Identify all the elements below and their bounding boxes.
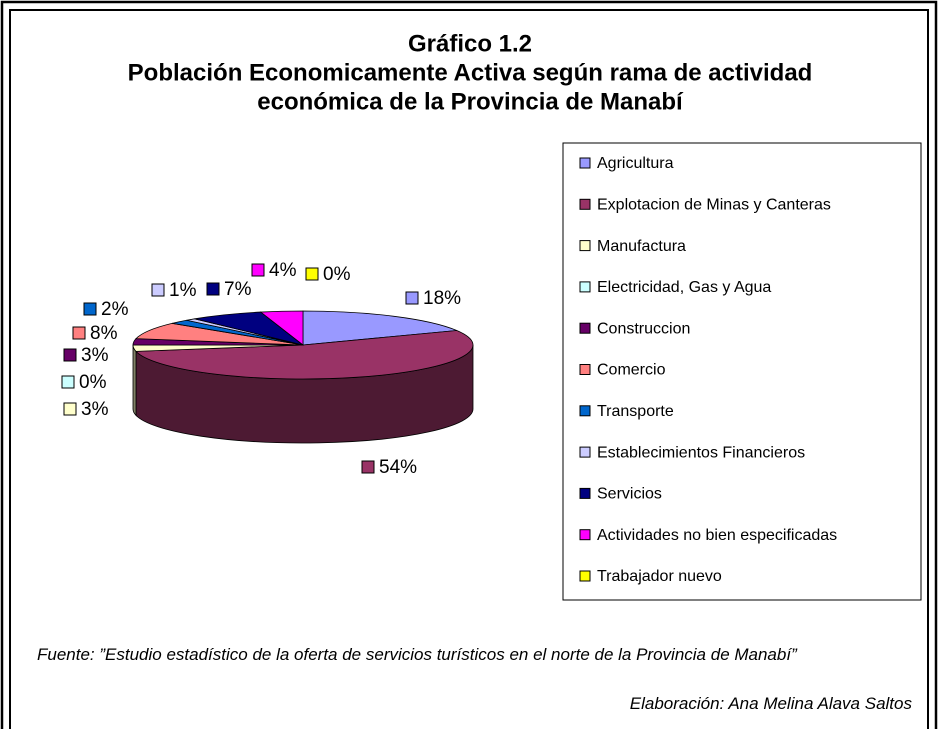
data-label-key — [72, 326, 86, 340]
legend-box — [562, 142, 922, 601]
data-label-key — [405, 291, 419, 305]
legend-label: Servicios — [597, 486, 662, 503]
legend-label: Explotacion de Minas y Canteras — [597, 197, 831, 214]
legend-swatch — [579, 240, 591, 252]
legend-swatch — [579, 446, 591, 458]
legend-label: Establecimientos Financieros — [597, 444, 805, 461]
data-label: 2% — [101, 299, 129, 320]
legend-label: Agricultura — [597, 155, 674, 172]
chart-subtitle: económica de la Provincia de Manabí — [257, 88, 684, 115]
source-note: Fuente: ”Estudio estadístico de la ofert… — [37, 645, 797, 664]
inner-frame — [9, 9, 929, 729]
legend-swatch — [579, 405, 591, 417]
data-label-key — [251, 263, 265, 277]
pie-slice-side — [132, 344, 137, 417]
data-label: 3% — [81, 399, 109, 420]
legend-swatch — [579, 198, 591, 210]
legend-swatch — [579, 281, 591, 293]
data-label: 3% — [81, 345, 109, 366]
data-label: 18% — [423, 288, 461, 309]
legend-swatch — [579, 570, 591, 582]
data-label: 54% — [379, 457, 417, 478]
pie-slice — [259, 310, 304, 346]
pie-slice — [135, 330, 474, 380]
data-label-key — [206, 282, 220, 296]
data-label: 7% — [224, 279, 252, 300]
data-label-key — [61, 375, 75, 389]
credit-note: Elaboración: Ana Melina Alava Saltos — [629, 694, 912, 713]
legend-label: Construccion — [597, 320, 690, 337]
legend-label: Transporte — [597, 403, 674, 420]
data-label: 0% — [79, 372, 107, 393]
legend-swatch — [579, 364, 591, 375]
legend-swatch — [579, 487, 591, 499]
legend-label: Electricidad, Gas y Agua — [597, 279, 771, 296]
legend-swatch — [579, 529, 591, 541]
legend-label: Actividades no bien especificadas — [597, 527, 837, 544]
data-label-key — [361, 460, 375, 474]
data-label-key — [305, 267, 319, 281]
chart-subtitle: Población Economicamente Activa según ra… — [128, 59, 813, 86]
data-label: 4% — [269, 260, 297, 281]
pie-slice — [302, 310, 457, 346]
legend-swatch — [579, 157, 591, 169]
data-label: 1% — [169, 280, 197, 301]
data-label-key — [63, 402, 77, 416]
data-label-key — [83, 302, 97, 316]
data-label-key — [63, 348, 77, 362]
legend-label: Manufactura — [597, 238, 686, 255]
data-label: 0% — [323, 264, 351, 285]
legend-label: Trabajador nuevo — [597, 568, 722, 585]
chart-title: Gráfico 1.2 — [408, 30, 532, 57]
legend-label: Comercio — [597, 362, 666, 379]
data-label: 8% — [90, 323, 118, 344]
data-label-key — [151, 283, 165, 297]
legend-swatch — [579, 322, 591, 334]
